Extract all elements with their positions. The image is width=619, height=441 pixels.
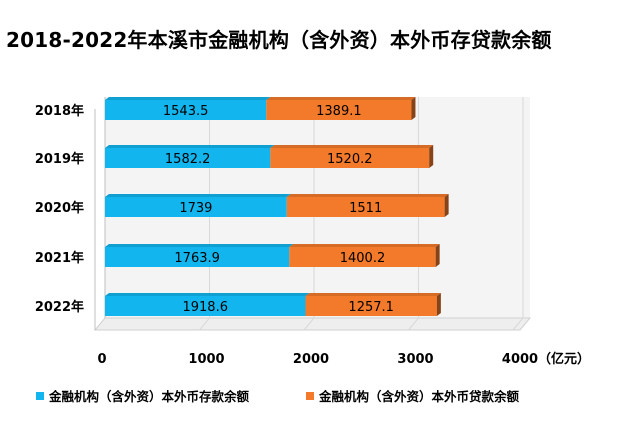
gridline-floor [303,317,315,331]
gridline-floor [512,317,524,331]
bar-top-face [289,244,440,247]
category-label: 2018年 [35,103,84,119]
bar-side-face [436,293,441,316]
bar-segment [305,296,437,316]
data-label: 1543.5 [163,104,209,119]
bar-top-face [270,145,434,148]
bar-side-face [444,194,449,217]
data-label: 1739 [179,201,212,216]
legend-swatch-loans [306,391,314,400]
bar-top-face [105,194,291,197]
bar-top-face [305,293,441,296]
tick-labels-layer: 0 1000 2000 3000 4000 [97,352,538,367]
x-tick-label: 3000 [397,352,433,367]
bars-layer [105,97,449,316]
x-tick-label: 2000 [293,352,329,367]
chart-title: 2018-2022年本溪市金融机构（含外资）本外币存贷款余额 [6,28,552,52]
bar-top-face [105,145,275,148]
value-labels-layer: 1543.5 1389.1 1582.2 1520.2 1739 1511 1763.9 14… [163,104,394,315]
bar-segment [105,100,267,120]
gridline-floor [199,317,210,331]
data-label: 1918.6 [182,300,228,315]
x-tick-label: 0 [97,352,106,367]
data-label: 1257.1 [348,300,394,315]
bar-segment [105,197,287,217]
bar-segment [266,100,412,120]
bar-segment [289,247,436,267]
gridline-floor [408,317,419,331]
data-label: 1389.1 [316,104,362,119]
x-tick-label: 4000 [502,352,538,367]
data-label: 1582.2 [165,152,211,167]
bar-segment [105,247,290,267]
bar-segment [105,148,271,168]
bar-side-face [411,97,416,120]
category-labels-layer: 2018年 2019年 2020年 2021年 2022年 [35,103,84,315]
legend-item-loans: 金融机构（含外资）本外币贷款余额 [306,386,519,405]
bar-top-face [105,244,294,247]
data-label: 1763.9 [174,251,220,266]
bar-top-face [105,293,310,296]
bar-segment [105,296,306,316]
bar-top-face [266,97,416,100]
category-label: 2022年 [35,299,84,315]
data-label: 1520.2 [327,152,373,167]
data-label: 1400.2 [340,251,386,266]
plot-floor [93,317,532,331]
category-label: 2021年 [35,250,84,266]
legend-item-deposits: 金融机构（含外资）本外币存款余额 [36,386,249,405]
legend-swatch-deposits [36,391,44,400]
legend-label-loans: 金融机构（含外资）本外币贷款余额 [319,389,520,404]
data-label: 1511 [349,201,382,216]
legend-label-deposits: 金融机构（含外资）本外币存款余额 [49,389,250,404]
bar-top-face [286,194,449,197]
bar-side-face [435,244,440,267]
bar-side-face [429,145,434,168]
x-axis-unit: （亿元） [538,351,590,367]
bar-segment [286,197,445,217]
category-label: 2019年 [35,151,84,167]
x-tick-label: 1000 [188,352,224,367]
bar-top-face [105,97,271,100]
bar-segment [270,148,430,168]
category-label: 2020年 [35,200,84,216]
